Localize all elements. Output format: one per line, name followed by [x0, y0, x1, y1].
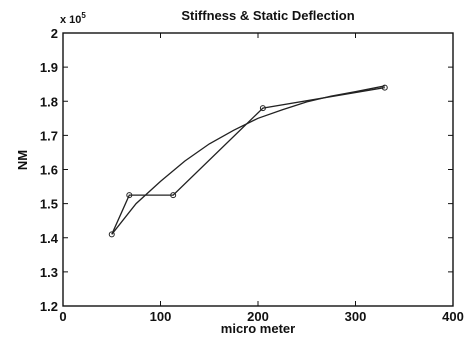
y-tick-label: 1.4 [40, 231, 59, 246]
y-tick-label: 1.9 [40, 60, 58, 75]
y-tick-label: 2 [51, 26, 58, 41]
x-tick-label: 0 [59, 309, 66, 324]
data-point-marker [126, 192, 133, 199]
series-line-2 [111, 85, 385, 235]
x-axis-label: micro meter [221, 321, 295, 336]
y-tick-label: 1.7 [40, 128, 58, 143]
y-tick-label: 1.2 [40, 299, 58, 314]
plot-frame [62, 32, 454, 307]
series-layer [108, 84, 388, 238]
x-tick-label: 300 [345, 309, 367, 324]
axis-tick-labels: 0 100 200 300 400 1.2 1.3 1.4 1.5 1.6 1.7 1.8 1.9 2 [40, 26, 464, 324]
y-axis-label: NM [15, 150, 30, 170]
y-tick-label: 1.8 [40, 94, 58, 109]
data-point-marker [108, 231, 115, 238]
data-point-marker [381, 84, 388, 91]
x-tick-label: 100 [150, 309, 172, 324]
y-multiplier-exponent: 5 [81, 11, 86, 20]
axis-ticks [62, 32, 454, 307]
y-tick-label: 1.6 [40, 163, 58, 178]
chart-title: Stiffness & Static Deflection [181, 8, 354, 23]
series-line-1 [111, 86, 385, 235]
y-tick-label: 1.3 [40, 265, 58, 280]
data-point-marker [259, 105, 266, 112]
data-point-marker [170, 192, 177, 199]
x-tick-label: 400 [442, 309, 464, 324]
x-tick-label: 200 [247, 309, 269, 324]
y-tick-label: 1.5 [40, 197, 58, 212]
y-multiplier-label: x 105 [60, 11, 86, 26]
y-multiplier-base: x 10 [60, 14, 81, 26]
